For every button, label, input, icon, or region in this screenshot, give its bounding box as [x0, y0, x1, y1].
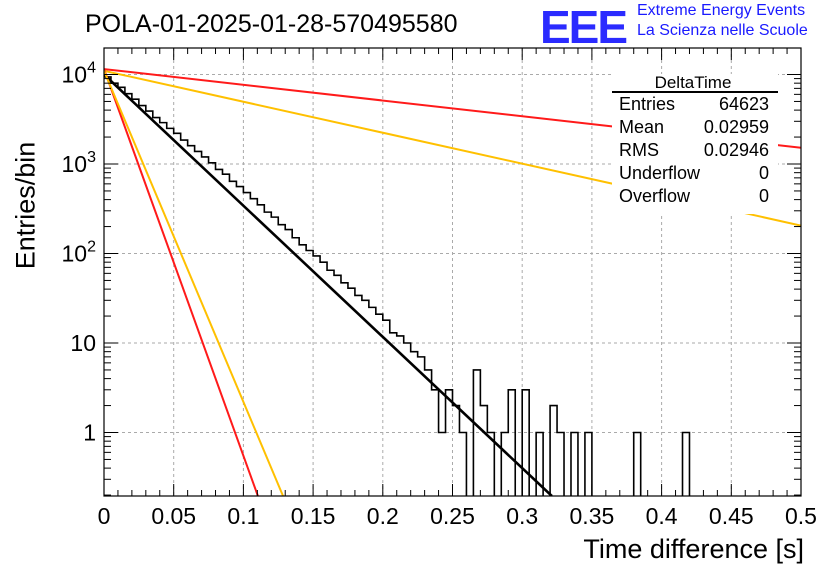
fit-line-4	[104, 70, 284, 496]
fit-line-3	[104, 68, 259, 496]
y-tick-label: 1	[83, 420, 96, 446]
stats-row-value: 0.02959	[704, 117, 769, 137]
x-tick-label: 0.2	[367, 503, 399, 529]
stats-box-bg	[612, 74, 778, 214]
histogram-series	[104, 76, 691, 496]
y-axis-label: Entries/bin	[10, 141, 41, 270]
logo-caption-line1: Extreme Energy Events	[637, 2, 806, 19]
stats-row-value: 0.02946	[704, 140, 769, 160]
x-tick-label: 0.05	[151, 503, 196, 529]
fit-line-0	[104, 73, 553, 496]
y-tick-label: 10	[70, 330, 96, 356]
stats-row-label: Underflow	[619, 163, 701, 183]
x-tick-label: 0.4	[646, 503, 678, 529]
x-tick-label: 0.45	[709, 503, 754, 529]
stats-row-label: Overflow	[619, 186, 691, 206]
y-tick-label: 104	[62, 60, 97, 88]
stats-row-label: Mean	[619, 117, 664, 137]
x-tick-label: 0.15	[291, 503, 336, 529]
x-tick-label: 0.25	[430, 503, 475, 529]
stats-box-title: DeltaTime	[655, 73, 732, 92]
chart-title: POLA-01-2025-01-28-570495580	[85, 10, 458, 38]
x-tick-label: 0.3	[506, 503, 538, 529]
eee-logo: EEE	[540, 1, 628, 53]
x-axis-label: Time difference [s]	[583, 534, 804, 564]
y-tick-label: 102	[62, 239, 97, 267]
stats-row-value: 0	[759, 186, 769, 206]
x-tick-label: 0.35	[570, 503, 615, 529]
x-tick-label: 0.1	[227, 503, 259, 529]
stats-row-label: RMS	[619, 140, 659, 160]
stats-row-value: 0	[759, 163, 769, 183]
x-tick-label: 0	[98, 503, 111, 529]
logo-caption-line2: La Scienza nelle Scuole	[637, 22, 808, 39]
y-tick-label: 103	[62, 149, 97, 177]
y-axis-label-box: Entries/bin	[6, 110, 46, 310]
stats-row-label: Entries	[619, 94, 675, 114]
stats-row-value: 64623	[719, 94, 769, 114]
x-tick-label: 0.5	[785, 503, 817, 529]
